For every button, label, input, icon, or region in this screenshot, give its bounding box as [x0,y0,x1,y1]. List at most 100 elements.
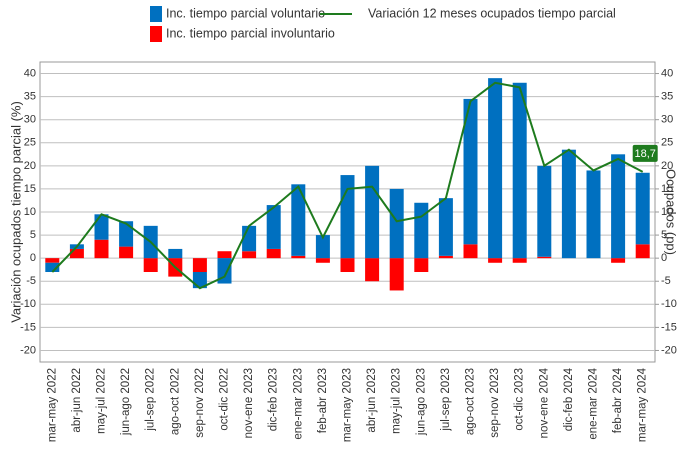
x-tick-label: mar-may 2022 [46,368,58,442]
bar [438,198,453,256]
x-tick-label: may-jul 2022 [96,368,108,434]
x-tick-label: abr-jun 2023 [366,368,378,433]
x-tick-label: abr-jun 2022 [71,368,83,433]
bar [512,258,527,263]
x-tick-label: ene-mar 2023 [292,368,304,440]
bar [611,154,626,259]
x-tick-label: feb-abr 2024 [612,367,624,433]
legend-label: Inc. tiempo parcial voluntario [166,6,325,20]
y-tick-label: 15 [24,183,36,195]
data-label-box [632,144,658,162]
bar [488,258,503,263]
y2-tick-label: 35 [661,91,673,103]
y-tick-label: -20 [20,344,36,356]
y2-axis-title: Ocupados (pp) [664,169,679,255]
data-label: 18,7 [634,148,655,160]
y2-tick-label: 5 [661,229,667,241]
bar [463,98,478,245]
bar [291,255,306,259]
y2-tick-label: -15 [661,321,677,333]
bar [266,248,281,259]
bar [69,248,84,259]
y-tick-label: 0 [30,252,36,264]
x-tick-label: jul-sep 2023 [440,368,452,432]
line [51,81,644,290]
x-tick-label: mar-may 2024 [637,367,649,442]
bar [119,221,134,247]
x-tick-label: dic-feb 2024 [563,367,575,431]
y2-tick-label: 25 [661,137,673,149]
bar [389,188,404,259]
y-tick-label: 30 [24,114,36,126]
x-tick-label: sep-nov 2023 [489,368,501,438]
bar [242,251,257,259]
y-axis-title: Variación ocupados tiempo parcial (%) [8,101,23,323]
y-tick-label: -5 [26,275,36,287]
bar [512,82,527,259]
bar [217,251,232,259]
bar [192,258,207,272]
x-tick-label: ene-mar 2024 [588,367,600,439]
legend-swatch [150,6,162,22]
y2-tick-label: -5 [661,275,671,287]
bar [389,258,404,291]
bar [561,149,576,259]
y-tick-label: 40 [24,67,36,79]
x-tick-label: nov-ene 2024 [538,367,550,438]
bar [94,239,109,259]
bar [488,78,503,259]
x-tick-label: mar-may 2023 [342,368,354,442]
x-tick-label: feb-abr 2023 [317,368,329,433]
bar [611,258,626,263]
y2-tick-label: 15 [661,183,673,195]
bar [315,258,330,263]
bar [168,248,183,259]
bar [45,262,60,272]
y2-tick-label: -10 [661,298,677,310]
x-tick-label: ago-oct 2022 [169,368,181,435]
x-tick-label: jun-ago 2023 [415,368,427,436]
y-tick-label: 20 [24,160,36,172]
x-tick-label: nov-ene 2023 [243,368,255,438]
bar [365,165,380,259]
bar [94,214,109,240]
bar [143,258,158,272]
x-tick-label: sep-nov 2022 [194,368,206,438]
x-tick-label: oct-dic 2022 [219,368,231,431]
bar [119,246,134,259]
bar [537,165,552,257]
bar [291,184,306,256]
y2-tick-label: 40 [661,67,673,79]
legend-label: Variación 12 meses ocupados tiempo parci… [368,6,616,20]
x-tick-label: may-jul 2023 [391,368,403,434]
legend-swatch [150,26,162,42]
y-tick-label: 25 [24,137,36,149]
x-tick-label: dic-feb 2023 [268,368,280,431]
x-tick-label: ago-oct 2023 [465,368,477,435]
y-tick-label: -15 [20,321,36,333]
y-tick-label: 35 [24,91,36,103]
bar [45,258,60,263]
bar [266,205,281,249]
x-tick-label: jun-ago 2022 [120,368,132,436]
y-tick-label: -10 [20,298,36,310]
bar [635,172,650,245]
legend-label: Inc. tiempo parcial involuntario [166,26,335,40]
x-tick-label: jul-sep 2022 [145,368,157,432]
bar [315,235,330,259]
bar [414,202,429,259]
y2-tick-label: 20 [661,160,673,172]
bar [438,255,453,259]
y2-tick-label: 10 [661,206,673,218]
bar [242,225,257,252]
bar [537,256,552,259]
bar [340,258,355,272]
y-tick-label: 5 [30,229,36,241]
bar [463,244,478,259]
bar [635,244,650,259]
y-tick-label: 10 [24,206,36,218]
bar [586,170,601,259]
y2-tick-label: 0 [661,252,667,264]
x-tick-label: oct-dic 2023 [514,368,526,431]
